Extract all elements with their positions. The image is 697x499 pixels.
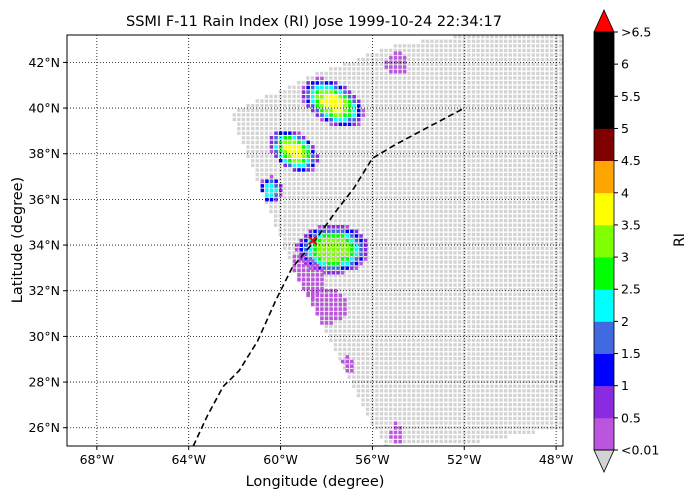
colorbar-tick-label: 6	[621, 57, 629, 72]
colorbar-segment	[594, 289, 614, 322]
colorbar-segment	[594, 385, 614, 419]
y-tick-label: 26°N	[28, 420, 60, 435]
x-tick-label: 60°W	[263, 452, 298, 467]
y-tick-label: 30°N	[28, 329, 60, 344]
no-rain-swath	[232, 35, 563, 446]
y-axis-ticks: 26°N 28°N 30°N 32°N 34°N 36°N 38°N 40°N 42°N	[28, 55, 67, 435]
colorbar-segment	[594, 224, 614, 258]
rain-cell	[340, 355, 354, 373]
x-tick-label: 48°W	[539, 452, 574, 467]
colorbar-tick-label: 2	[621, 314, 629, 329]
y-tick-label: 34°N	[28, 238, 60, 253]
rain-cell	[384, 51, 407, 74]
storm-position-marker	[307, 235, 318, 246]
y-tick-label: 40°N	[28, 101, 60, 116]
colorbar: <0.01 0.5 1 1.5 2 2.5 3 3.5 4 4.5 5 5.5 6 >6.5	[593, 9, 659, 473]
colorbar-tick-label: 5	[621, 121, 629, 136]
colorbar-under-arrow	[593, 449, 615, 473]
x-tick-label: 52°W	[447, 452, 482, 467]
colorbar-segment	[594, 321, 614, 354]
plot-area	[232, 35, 563, 446]
colorbar-tick-label: 0.5	[621, 410, 641, 425]
rain-cell	[294, 225, 368, 275]
colorbar-segment	[594, 128, 614, 162]
colorbar-label: RI	[672, 233, 688, 247]
colorbar-tick-label: 1.5	[621, 346, 641, 361]
colorbar-tick-label: 1	[621, 378, 629, 393]
y-tick-label: 38°N	[28, 146, 60, 161]
colorbar-tick-label: 3.5	[621, 217, 641, 232]
rain-cell	[269, 131, 320, 172]
colorbar-tick-label: 4	[621, 185, 629, 200]
chart-title: SSMI F-11 Rain Index (RI) Jose 1999-10-2…	[126, 14, 502, 30]
colorbar-segment	[594, 417, 614, 451]
y-tick-label: 36°N	[28, 192, 60, 207]
colorbar-tick-label: >6.5	[621, 25, 651, 40]
colorbar-tick-label: <0.01	[621, 443, 659, 458]
colorbar-segment	[594, 32, 614, 65]
x-tick-label: 68°W	[80, 452, 115, 467]
y-axis-label: Latitude (degree)	[10, 177, 26, 303]
y-tick-label: 28°N	[28, 375, 60, 390]
rain-cell	[292, 254, 324, 300]
rain-cell	[306, 289, 347, 325]
x-axis-ticks: 68°W 64°W 60°W 56°W 52°W 48°W	[80, 446, 574, 467]
colorbar-tick-label: 2.5	[621, 282, 641, 297]
x-axis-label: Longitude (degree)	[246, 474, 385, 490]
colorbar-over-arrow	[593, 9, 615, 33]
colorbar-tick-label: 3	[621, 250, 629, 265]
rain-cell	[301, 76, 366, 127]
colorbar-segment	[594, 64, 614, 97]
y-tick-label: 32°N	[28, 283, 60, 298]
colorbar-segment	[594, 160, 614, 194]
grid	[67, 35, 563, 446]
colorbar-tick-label: 4.5	[621, 153, 641, 168]
storm-track	[192, 107, 465, 446]
colorbar-tick-label: 5.5	[621, 89, 641, 104]
colorbar-segment	[594, 96, 614, 129]
colorbar-segment	[594, 353, 614, 387]
y-tick-label: 42°N	[28, 55, 60, 70]
track-line	[192, 107, 465, 446]
x-tick-label: 64°W	[171, 452, 206, 467]
axes-frame	[66, 34, 564, 447]
x-tick-label: 56°W	[355, 452, 390, 467]
colorbar-segment	[594, 192, 614, 226]
colorbar-segment	[594, 257, 614, 290]
